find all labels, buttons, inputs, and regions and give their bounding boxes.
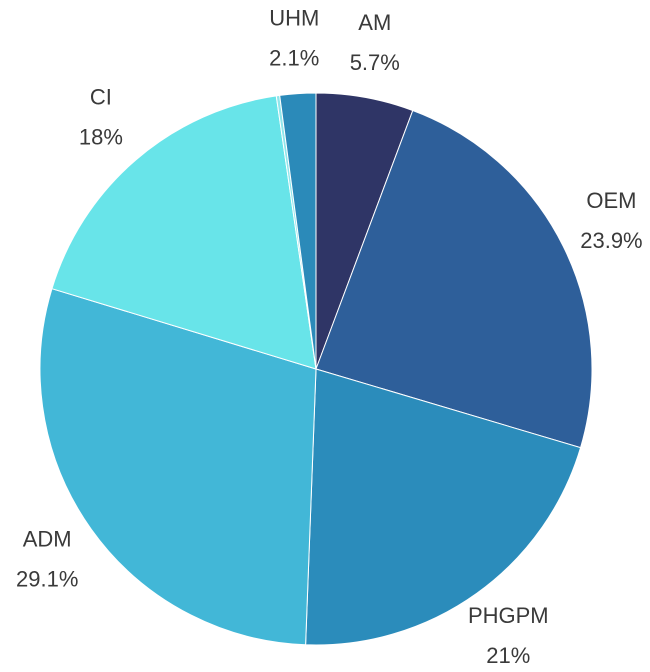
slice-value-label: 23.9% xyxy=(580,228,642,253)
pie-slice xyxy=(279,92,317,370)
slice-value-label: 2.1% xyxy=(269,46,319,71)
slice-label: ADM xyxy=(23,526,72,551)
pie-slice xyxy=(305,368,582,646)
pie-slice xyxy=(39,288,317,646)
slice-label: PHGPM xyxy=(468,603,549,628)
slice-label: AM xyxy=(358,10,391,35)
slice-value-label: 5.7% xyxy=(350,50,400,75)
slice-value-label: 18% xyxy=(79,125,123,150)
slice-label: OEM xyxy=(586,188,636,213)
slice-label: CI xyxy=(90,85,112,110)
slice-value-label: 21% xyxy=(486,643,530,668)
slice-value-label: 29.1% xyxy=(16,566,78,591)
pie-slice xyxy=(51,95,317,370)
pie-slice xyxy=(315,109,593,449)
slice-label: UHM xyxy=(269,6,319,31)
